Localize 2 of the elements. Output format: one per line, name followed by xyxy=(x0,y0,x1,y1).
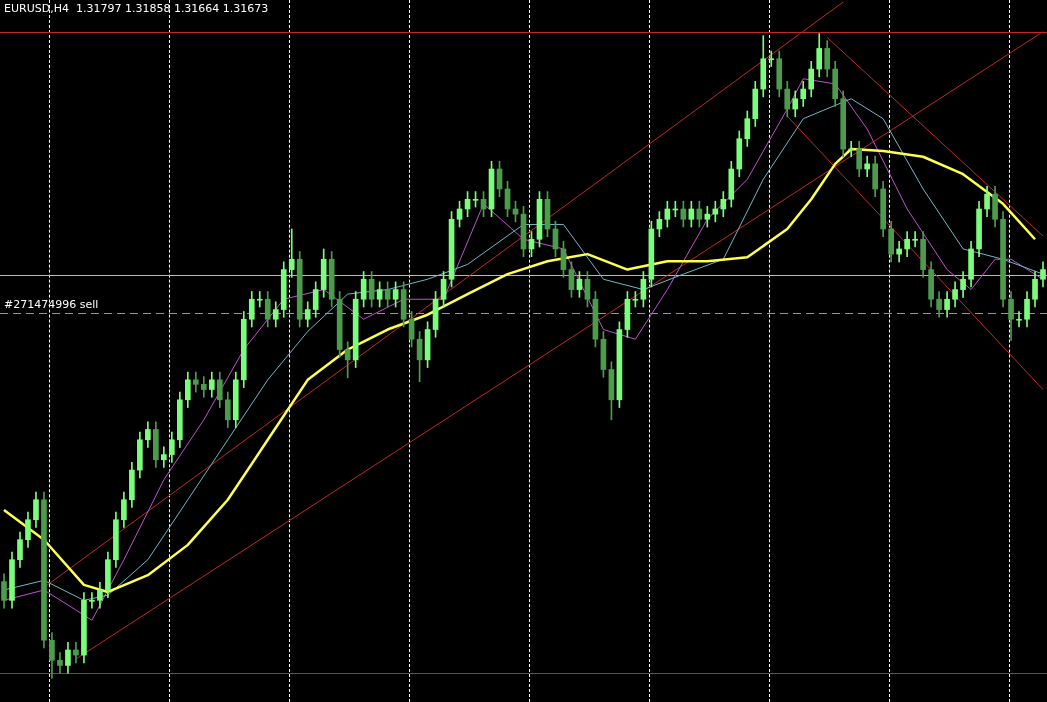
chart-title: EURUSD,H4 1.31797 1.31858 1.31664 1.31673 xyxy=(4,2,269,16)
ref-line-label: #271474996 sell xyxy=(4,297,99,311)
